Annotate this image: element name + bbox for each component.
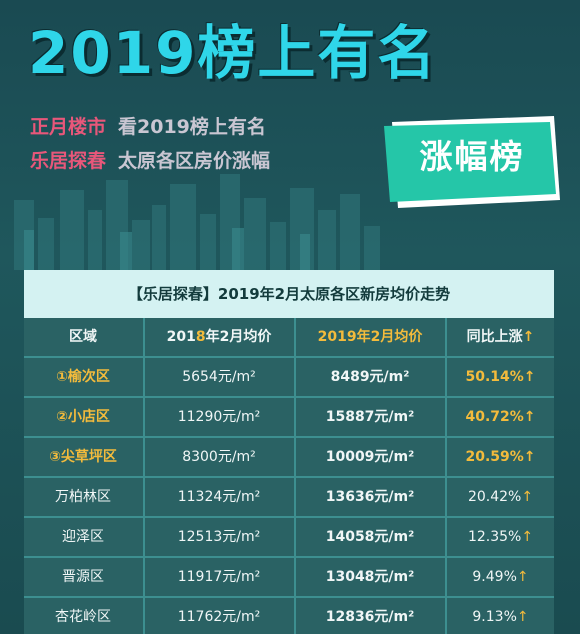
yoy-change: 9.13%↑ bbox=[447, 598, 554, 634]
arrow-up-icon: ↑ bbox=[516, 609, 529, 625]
rise-ranking-badge-icon bbox=[384, 116, 560, 208]
row-divider bbox=[24, 516, 554, 518]
arrow-up-icon: ↑ bbox=[521, 529, 534, 545]
price-2019: 14058元/m² bbox=[325, 529, 415, 545]
yoy-percent: 9.13% bbox=[472, 609, 517, 625]
table-header-row: 区域 2018年2月均价 2019年2月均价 同比上涨↑ bbox=[24, 318, 554, 356]
price-2018: 11290元/m² bbox=[177, 409, 261, 425]
price-2019: 10009元/m² bbox=[325, 449, 415, 465]
yoy-percent: 40.72% bbox=[465, 409, 524, 425]
price-2018: 11917元/m² bbox=[177, 569, 261, 585]
header-yoy-label: 同比上涨 bbox=[466, 329, 523, 345]
subtitle-2-text: 太原各区房价涨幅 bbox=[118, 150, 271, 172]
header-yoy: 同比上涨↑ bbox=[447, 318, 554, 356]
arrow-up-icon: ↑ bbox=[516, 569, 529, 585]
yoy-change: 40.72%↑ bbox=[447, 398, 554, 436]
price-2019: 13048元/m² bbox=[325, 569, 415, 585]
header-area: 区域 bbox=[69, 329, 97, 345]
city-skyline-icon bbox=[14, 174, 380, 270]
yoy-percent: 9.49% bbox=[472, 569, 517, 585]
subtitle-1-text: 看2019榜上有名 bbox=[118, 116, 266, 138]
price-2018: 12513元/m² bbox=[177, 529, 261, 545]
district-name: 迎泽区 bbox=[62, 529, 104, 545]
yoy-change: 50.14%↑ bbox=[447, 358, 554, 396]
yoy-change: 12.35%↑ bbox=[447, 518, 554, 556]
yoy-change: 20.59%↑ bbox=[447, 438, 554, 476]
price-2019: 13636元/m² bbox=[325, 489, 415, 505]
arrow-up-icon: ↑ bbox=[523, 409, 536, 425]
yoy-percent: 20.59% bbox=[465, 449, 524, 465]
yoy-percent: 12.35% bbox=[467, 529, 522, 545]
district-name: 杏花岭区 bbox=[55, 609, 111, 625]
table-row: ②小店区 11290元/m² 15887元/m² 40.72%↑ bbox=[24, 398, 554, 436]
yoy-change: 20.42%↑ bbox=[447, 478, 554, 516]
row-divider bbox=[24, 596, 554, 598]
table-row: 杏花岭区 11762元/m² 12836元/m² 9.13%↑ bbox=[24, 598, 554, 634]
district-name: ①榆次区 bbox=[56, 369, 110, 385]
arrow-up-icon: ↑ bbox=[523, 369, 536, 385]
yoy-percent: 50.14% bbox=[465, 369, 524, 385]
header-2019: 2019年2月均价 bbox=[317, 329, 423, 345]
yoy-percent: 20.42% bbox=[467, 489, 522, 505]
district-name: 万柏林区 bbox=[55, 489, 111, 505]
price-2018: 5654元/m² bbox=[182, 369, 256, 385]
price-2019: 12836元/m² bbox=[325, 609, 415, 625]
table-caption: 【乐居探春】2019年2月太原各区新房均价走势 bbox=[24, 270, 554, 318]
district-name: ③尖草坪区 bbox=[49, 449, 117, 465]
arrow-up-icon: ↑ bbox=[522, 329, 535, 345]
table-row: ③尖草坪区 8300元/m² 10009元/m² 20.59%↑ bbox=[24, 438, 554, 476]
row-divider bbox=[24, 436, 554, 438]
subtitle-1-key: 正月楼市 bbox=[30, 116, 107, 138]
subtitle-2-key: 乐居探春 bbox=[30, 150, 107, 172]
district-name: 晋源区 bbox=[62, 569, 104, 585]
table-row: 迎泽区 12513元/m² 14058元/m² 12.35%↑ bbox=[24, 518, 554, 556]
header-2018: 2018年2月均价 bbox=[145, 318, 293, 356]
table-row: 晋源区 11917元/m² 13048元/m² 9.49%↑ bbox=[24, 558, 554, 596]
rise-ranking-label: 涨幅榜 bbox=[419, 137, 525, 176]
table-row: 万柏林区 11324元/m² 13636元/m² 20.42%↑ bbox=[24, 478, 554, 516]
row-divider bbox=[24, 476, 554, 478]
price-2019: 15887元/m² bbox=[325, 409, 415, 425]
row-divider bbox=[24, 356, 554, 358]
price-2018: 11762元/m² bbox=[177, 609, 261, 625]
price-2018: 8300元/m² bbox=[182, 449, 256, 465]
row-divider bbox=[24, 396, 554, 398]
price-table: 【乐居探春】2019年2月太原各区新房均价走势 区域 2018年2月均价 201… bbox=[24, 270, 554, 634]
row-divider bbox=[24, 556, 554, 558]
yoy-change: 9.49%↑ bbox=[447, 558, 554, 596]
poster-title: 2019榜上有名 bbox=[28, 19, 438, 87]
table-row: ①榆次区 5654元/m² 8489元/m² 50.14%↑ bbox=[24, 358, 554, 396]
subtitle-line-2: 乐居探春 太原各区房价涨幅 bbox=[30, 146, 270, 173]
header-2018-post: 年2月均价 bbox=[205, 329, 272, 345]
header-2018-highlight: 8 bbox=[195, 329, 206, 345]
arrow-up-icon: ↑ bbox=[521, 489, 534, 505]
district-name: ②小店区 bbox=[56, 409, 110, 425]
subtitle-line-1: 正月楼市 看2019榜上有名 bbox=[30, 112, 266, 139]
price-2019: 8489元/m² bbox=[330, 369, 410, 385]
price-2018: 11324元/m² bbox=[177, 489, 261, 505]
arrow-up-icon: ↑ bbox=[523, 449, 536, 465]
header-2018-pre: 201 bbox=[166, 329, 196, 345]
